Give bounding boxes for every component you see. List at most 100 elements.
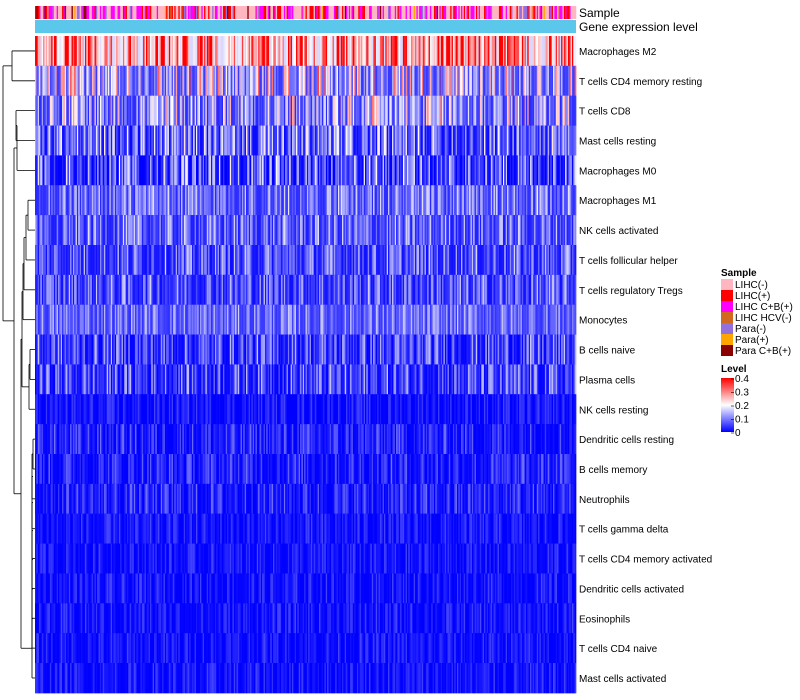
heatmap-cell [252, 185, 255, 216]
heatmap-cell [186, 245, 189, 276]
heatmap-cell [553, 125, 555, 156]
heatmap-cell [329, 155, 332, 186]
heatmap-cell [493, 95, 496, 126]
heatmap-cell [236, 36, 239, 67]
heatmap-cell [469, 215, 471, 246]
heatmap-cell [182, 36, 185, 67]
heatmap-cell [466, 245, 469, 276]
heatmap-cell [260, 185, 263, 216]
heatmap-cell [53, 185, 56, 216]
heatmap-cell [573, 95, 575, 126]
heatmap-cell [444, 125, 447, 156]
heatmap-cell [117, 155, 120, 186]
heatmap-cell [466, 215, 469, 246]
heatmap-cell [202, 185, 205, 216]
heatmap-cell [327, 334, 329, 365]
heatmap-cell [243, 155, 245, 186]
heatmap-cell [266, 304, 268, 335]
heatmap-cell [191, 185, 194, 216]
heatmap-cell [237, 245, 240, 276]
heatmap-cell [79, 36, 82, 67]
heatmap-cell [117, 215, 120, 246]
heatmap-cell [388, 274, 390, 306]
heatmap-cell [446, 334, 448, 365]
heatmap-cell [340, 304, 343, 335]
heatmap-cell [162, 185, 164, 216]
heatmap-cell [567, 185, 570, 216]
heatmap-cell [99, 215, 102, 246]
heatmap-cell [136, 65, 139, 97]
heatmap-cell [355, 155, 358, 186]
heatmap-cell [313, 36, 316, 67]
heatmap-cell [286, 155, 289, 186]
heatmap-cell [328, 36, 331, 67]
heatmap-cell [90, 304, 93, 335]
heatmap-cell [538, 274, 540, 306]
heatmap-cell [235, 36, 237, 67]
heatmap-cell [147, 215, 149, 246]
heatmap-cell [427, 155, 429, 186]
heatmap-cell [389, 334, 392, 365]
heatmap-row [35, 245, 577, 276]
heatmap-cell [271, 36, 274, 67]
heatmap-cell [131, 36, 133, 67]
heatmap-cell [164, 65, 167, 97]
heatmap-cell [367, 36, 370, 67]
heatmap-cell [222, 36, 225, 67]
heatmap-cell [290, 215, 293, 246]
heatmap-cell [335, 155, 337, 186]
sample-cell [262, 6, 264, 19]
heatmap-cell [105, 334, 108, 365]
heatmap-cell [505, 125, 508, 156]
heatmap-cell [53, 364, 56, 395]
heatmap-cell [144, 65, 147, 97]
heatmap-cell [149, 274, 152, 306]
heatmap-cell [566, 215, 569, 246]
heatmap-cell [144, 304, 147, 335]
heatmap-cell [208, 334, 210, 365]
heatmap-cell [524, 65, 527, 97]
heatmap-cell [236, 215, 239, 246]
heatmap-cell [362, 185, 365, 216]
heatmap-cell [57, 125, 60, 156]
heatmap-cell [99, 334, 102, 365]
heatmap-cell [126, 155, 129, 186]
heatmap-cell [363, 95, 366, 126]
heatmap-cell [456, 125, 459, 156]
heatmap-cell [151, 36, 154, 67]
heatmap-cell [305, 125, 308, 156]
heatmap-cell [539, 334, 542, 365]
heatmap-cell [425, 334, 428, 365]
heatmap-cell [470, 215, 473, 246]
heatmap-cell [125, 364, 128, 395]
heatmap-cell [323, 155, 325, 186]
sample-cell [508, 6, 511, 19]
heatmap-cell [70, 36, 72, 67]
heatmap-cell [502, 334, 505, 365]
heatmap-cell [53, 36, 56, 67]
heatmap-cell [245, 125, 248, 156]
heatmap-cell [530, 185, 532, 216]
heatmap-cell [461, 95, 463, 126]
heatmap-cell [405, 274, 408, 306]
heatmap-cell [283, 65, 286, 97]
heatmap-cell [57, 364, 60, 395]
heatmap-cell [185, 155, 187, 186]
sample-cell [567, 6, 570, 19]
heatmap-cell [402, 334, 405, 365]
heatmap-cell [358, 125, 360, 156]
heatmap-cell [143, 125, 145, 156]
sample-cell [488, 6, 490, 19]
sample-cell [393, 6, 396, 19]
heatmap-cell [39, 185, 41, 216]
heatmap-cell [390, 304, 393, 335]
heatmap-cell [443, 155, 446, 186]
heatmap-cell [51, 125, 53, 156]
heatmap-cell [70, 125, 72, 156]
heatmap-cell [337, 304, 340, 335]
heatmap-cell [227, 65, 229, 97]
heatmap-cell [331, 274, 333, 306]
heatmap-cell [366, 125, 369, 156]
heatmap-cell [536, 125, 539, 156]
heatmap-cell [308, 245, 310, 276]
